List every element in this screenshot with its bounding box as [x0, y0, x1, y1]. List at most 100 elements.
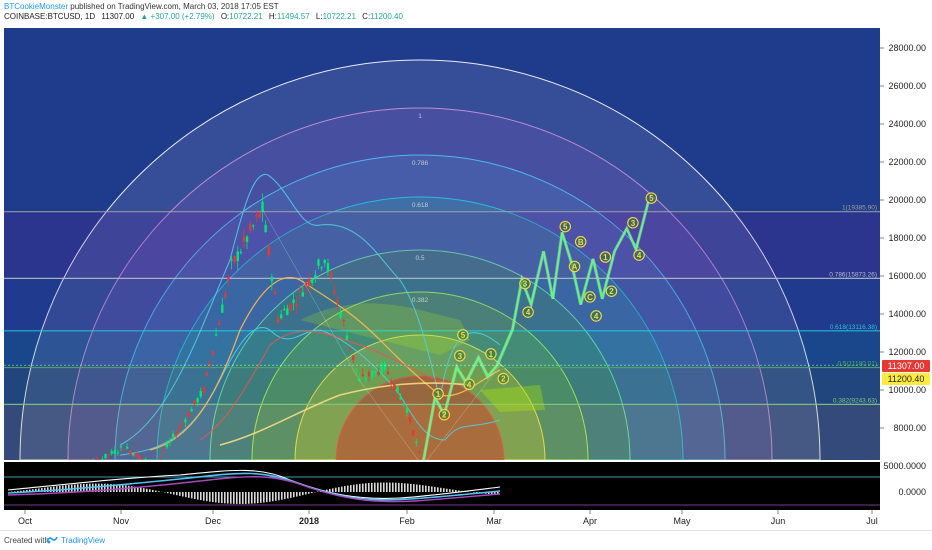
y-axis-label: 26000.00: [888, 81, 926, 91]
y-axis-label: 14000.00: [888, 309, 926, 319]
candle-body: [208, 362, 212, 366]
wave-label-circle: [568, 260, 581, 273]
x-axis-label: Jun: [771, 516, 786, 526]
candle-body: [361, 374, 364, 376]
indicator-histogram-bar: [338, 487, 340, 492]
indicator-histogram-bar: [386, 482, 388, 492]
candle-body: [138, 455, 141, 460]
indicator-histogram-bar: [197, 492, 199, 500]
price-axis[interactable]: [880, 28, 932, 510]
fib-arc: [335, 375, 505, 460]
fib-band: [4, 330, 880, 368]
indicator-histogram-bar: [221, 492, 223, 504]
indicator-histogram-bar: [263, 492, 265, 503]
indicator-histogram-bar: [335, 487, 337, 492]
indicator-histogram-bar: [290, 492, 292, 498]
fib-arc-label: 0.618: [412, 202, 429, 209]
indicator-histogram-bar: [248, 492, 250, 504]
fib-level-label: 0.5(11180.01): [837, 361, 877, 368]
last-price-badge-text: 11307.00: [888, 361, 925, 371]
indicator-histogram-bar: [14, 491, 16, 492]
indicator-histogram-bar: [350, 485, 352, 492]
candle-body: [399, 396, 402, 400]
author-link[interactable]: BTCookieMonster: [4, 2, 69, 11]
wave-label: A: [572, 263, 578, 272]
indicator-histogram-bar: [155, 490, 157, 492]
price-chart[interactable]: 0.236(5947.55) 0.382(9243.63) 0.5(11180.01…: [0, 26, 932, 530]
indicator-histogram-bar: [242, 492, 244, 504]
candle-body: [286, 308, 289, 316]
low-label: L:: [315, 12, 323, 21]
candle-body: [171, 434, 175, 438]
candle-body: [141, 458, 144, 460]
candle-body: [147, 461, 149, 462]
candle-body: [196, 398, 199, 403]
candle-body: [205, 372, 209, 376]
candle-body: [227, 276, 230, 281]
indicator-histogram-bar: [431, 486, 433, 492]
fib-arc: [209, 249, 631, 460]
indicator-histogram-bar: [98, 483, 100, 492]
wave-label-circle: [599, 251, 612, 263]
candle-body: [122, 449, 126, 451]
time-axis[interactable]: [0, 510, 932, 530]
indicator-histogram-bar: [305, 492, 307, 495]
indicator-histogram-bar: [449, 489, 451, 492]
indicator-histogram-bar: [158, 491, 160, 492]
fib-level-label: 0.236(5947.55): [833, 460, 877, 467]
candle-body: [184, 419, 187, 423]
candle-body: [374, 370, 377, 374]
candle-body: [125, 446, 129, 449]
indicator-histogram-bar: [275, 492, 277, 501]
wave-label: 5: [461, 331, 466, 340]
candle-body: [178, 426, 181, 429]
candle-body: [264, 224, 267, 233]
indicator-histogram-bar: [194, 492, 196, 500]
symbol-name: COINBASE:BTCUSD, 1D: [4, 12, 96, 21]
candle-body: [364, 378, 368, 380]
indicator-histogram-bar: [419, 484, 421, 492]
candle-body: [317, 259, 320, 266]
indicator-histogram-bar: [170, 492, 172, 494]
indicator-histogram-bar: [182, 492, 184, 497]
candle-body: [276, 318, 280, 323]
candle-body: [233, 255, 236, 263]
indicator-histogram-bar: [365, 483, 367, 492]
wave-label: 5: [563, 223, 568, 232]
fib-level-label: 1(19385.90): [842, 205, 877, 212]
fib-arc: [156, 196, 684, 460]
candle-body: [193, 400, 196, 405]
candle-body: [402, 403, 406, 406]
indicator-histogram-bar: [44, 487, 46, 492]
indicator-histogram-bar: [476, 492, 478, 493]
wave-label-circle: [627, 217, 639, 229]
publish-info: published on TradingView.com, March 03, …: [70, 2, 279, 11]
candle-body: [377, 371, 380, 375]
indicator-histogram-bar: [38, 488, 40, 492]
x-axis-label: Dec: [205, 516, 222, 526]
wave-label-circle: [497, 372, 510, 385]
candle-body: [116, 452, 120, 454]
indicator-axis-label: 5000.0000: [883, 461, 926, 471]
y-axis-label: 28000.00: [888, 43, 926, 53]
wave-label: 2: [442, 411, 447, 420]
candle-body: [389, 382, 393, 385]
tradingview-brand[interactable]: TradingView: [61, 536, 106, 545]
x-axis-label: Feb: [399, 516, 415, 526]
candle-body: [190, 408, 193, 412]
moving-average-yellow: [219, 382, 471, 446]
indicator-histogram-bar: [368, 483, 370, 492]
x-axis-label: Apr: [583, 516, 597, 526]
candle-body: [415, 441, 418, 444]
indicator-histogram-bar: [491, 492, 493, 495]
candle-body: [301, 292, 305, 297]
wave-label: 5: [649, 194, 654, 203]
wave-label: 4: [594, 312, 599, 321]
wave-label: 2: [609, 287, 614, 296]
candle-body: [408, 416, 412, 422]
open-value: 10722.21: [229, 12, 263, 21]
fib-arc-label: 0.5: [415, 255, 424, 262]
indicator-histogram-bar: [50, 486, 52, 492]
indicator-histogram-bar: [272, 492, 274, 502]
indicator-histogram-bar: [23, 490, 25, 492]
